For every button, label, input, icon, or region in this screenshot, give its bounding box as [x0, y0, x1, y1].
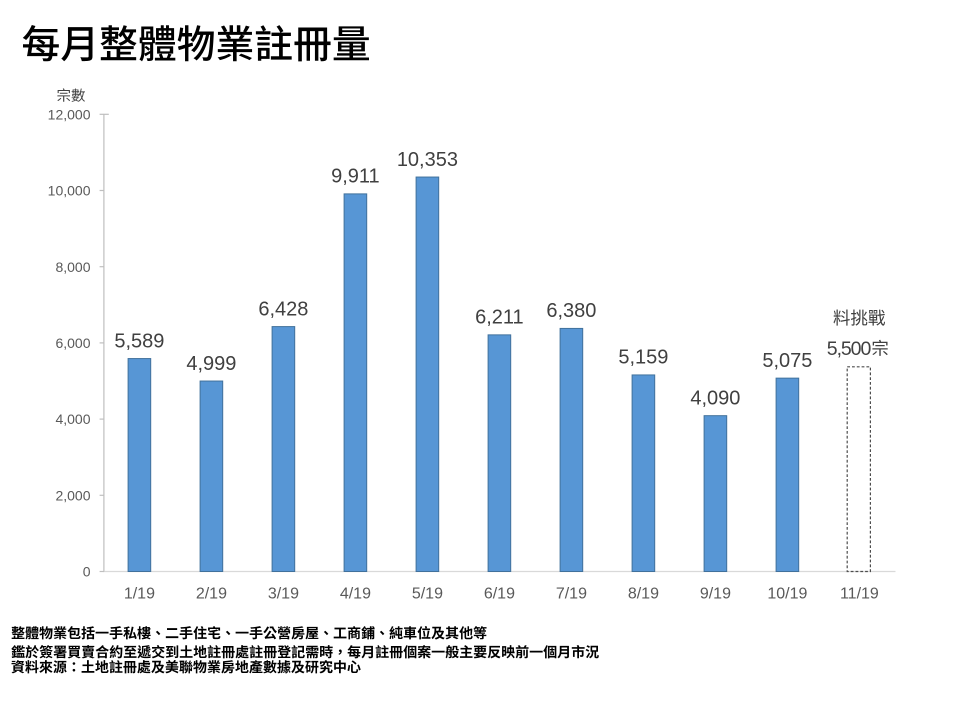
svg-text:4,000: 4,000	[55, 411, 90, 427]
svg-text:8,000: 8,000	[55, 259, 90, 275]
svg-text:3/19: 3/19	[268, 586, 299, 603]
svg-text:2,000: 2,000	[55, 487, 90, 503]
svg-text:4,090: 4,090	[690, 388, 740, 410]
svg-text:10,000: 10,000	[48, 183, 91, 199]
svg-text:11/19: 11/19	[840, 586, 879, 603]
svg-text:6,000: 6,000	[55, 335, 90, 351]
svg-text:5,075: 5,075	[762, 350, 812, 372]
svg-text:4,999: 4,999	[186, 353, 236, 375]
svg-text:5/19: 5/19	[412, 586, 443, 603]
svg-text:2/19: 2/19	[196, 586, 227, 603]
svg-text:6,380: 6,380	[546, 300, 596, 322]
svg-text:6,211: 6,211	[475, 307, 524, 329]
svg-text:5,159: 5,159	[618, 347, 668, 369]
svg-text:1/19: 1/19	[124, 586, 155, 603]
svg-text:6,428: 6,428	[258, 298, 308, 320]
svg-text:9,911: 9,911	[331, 166, 380, 188]
svg-text:8/19: 8/19	[628, 586, 659, 603]
svg-text:4/19: 4/19	[340, 586, 371, 603]
svg-text:5,589: 5,589	[114, 330, 164, 352]
svg-text:7/19: 7/19	[556, 586, 587, 603]
svg-text:10,353: 10,353	[397, 149, 458, 171]
svg-text:9/19: 9/19	[700, 586, 731, 603]
svg-text:5,500: 5,500	[827, 338, 872, 360]
svg-text:0: 0	[83, 564, 91, 580]
svg-text:10/19: 10/19	[767, 586, 807, 603]
svg-text:6/19: 6/19	[484, 586, 515, 603]
svg-text:12,000: 12,000	[48, 106, 91, 122]
